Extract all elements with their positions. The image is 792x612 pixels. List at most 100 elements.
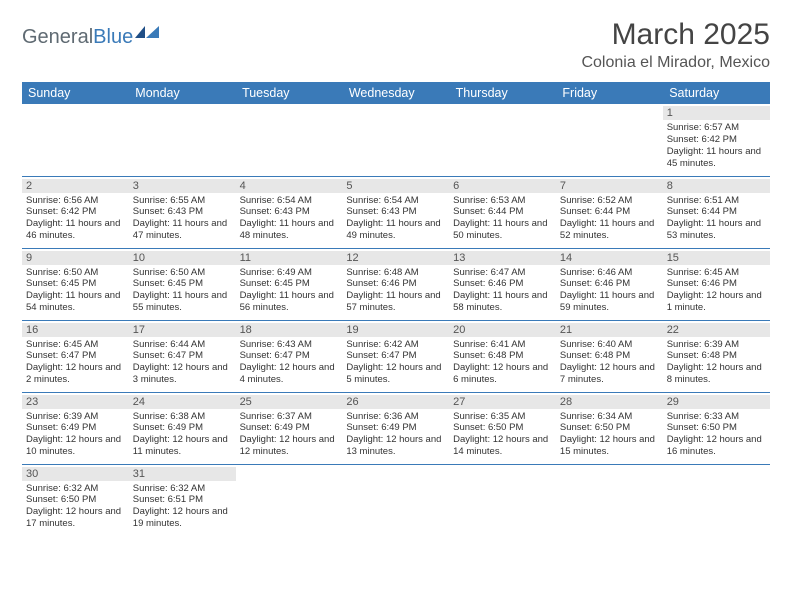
day-number: 29	[663, 395, 770, 409]
day-number: 30	[22, 467, 129, 481]
calendar-cell: 19Sunrise: 6:42 AMSunset: 6:47 PMDayligh…	[342, 320, 449, 392]
calendar-cell	[236, 104, 343, 176]
day-info: Sunrise: 6:43 AMSunset: 6:47 PMDaylight:…	[240, 339, 339, 387]
day-info: Sunrise: 6:41 AMSunset: 6:48 PMDaylight:…	[453, 339, 552, 387]
header: GeneralBlue March 2025 Colonia el Mirado…	[22, 18, 770, 72]
logo-text: GeneralBlue	[22, 26, 133, 49]
calendar-cell: 20 Sunrise: 6:41 AMSunset: 6:48 PMDayligh…	[449, 320, 556, 392]
day-info: Sunrise: 6:44 AMSunset: 6:47 PMDaylight:…	[133, 339, 232, 387]
day-info: Sunrise: 6:49 AMSunset: 6:45 PMDaylight:…	[240, 267, 339, 315]
calendar-cell: 11Sunrise: 6:49 AMSunset: 6:45 PMDayligh…	[236, 248, 343, 320]
calendar-cell	[236, 464, 343, 536]
day-info: Sunrise: 6:45 AMSunset: 6:46 PMDaylight:…	[667, 267, 766, 315]
page-subtitle: Colonia el Mirador, Mexico	[581, 54, 770, 72]
day-header: Wednesday	[342, 82, 449, 104]
calendar-cell: 27 Sunrise: 6:35 AMSunset: 6:50 PMDayligh…	[449, 392, 556, 464]
day-info: Sunrise: 6:52 AMSunset: 6:44 PMDaylight:…	[560, 195, 659, 243]
day-number: 17	[129, 323, 236, 337]
logo: GeneralBlue	[22, 24, 161, 50]
day-info: Sunrise: 6:38 AMSunset: 6:49 PMDaylight:…	[133, 411, 232, 459]
day-info: Sunrise: 6:39 AMSunset: 6:49 PMDaylight:…	[26, 411, 125, 459]
calendar-cell	[449, 464, 556, 536]
calendar-cell	[129, 104, 236, 176]
calendar-cell	[342, 104, 449, 176]
logo-word2: Blue	[93, 26, 133, 48]
day-number: 20	[449, 323, 556, 337]
day-number: 14	[556, 251, 663, 265]
calendar-cell: 3 Sunrise: 6:55 AMSunset: 6:43 PMDaylight…	[129, 176, 236, 248]
day-info: Sunrise: 6:50 AMSunset: 6:45 PMDaylight:…	[133, 267, 232, 315]
day-header: Saturday	[663, 82, 770, 104]
day-info: Sunrise: 6:34 AMSunset: 6:50 PMDaylight:…	[560, 411, 659, 459]
day-number: 2	[22, 179, 129, 193]
calendar-cell	[663, 464, 770, 536]
day-info: Sunrise: 6:32 AMSunset: 6:50 PMDaylight:…	[26, 483, 125, 531]
day-number: 16	[22, 323, 129, 337]
day-info: Sunrise: 6:40 AMSunset: 6:48 PMDaylight:…	[560, 339, 659, 387]
calendar-cell	[342, 464, 449, 536]
logo-word1: General	[22, 26, 93, 48]
day-number: 4	[236, 179, 343, 193]
day-info: Sunrise: 6:37 AMSunset: 6:49 PMDaylight:…	[240, 411, 339, 459]
calendar-body: 1 Sunrise: 6:57 AMSunset: 6:42 PMDaylight…	[22, 104, 770, 536]
day-number: 23	[22, 395, 129, 409]
calendar-cell: 1 Sunrise: 6:57 AMSunset: 6:42 PMDaylight…	[663, 104, 770, 176]
calendar-cell: 5 Sunrise: 6:54 AMSunset: 6:43 PMDaylight…	[342, 176, 449, 248]
day-header: Tuesday	[236, 82, 343, 104]
calendar-cell: 16 Sunrise: 6:45 AMSunset: 6:47 PMDayligh…	[22, 320, 129, 392]
calendar-cell: 23 Sunrise: 6:39 AMSunset: 6:49 PMDayligh…	[22, 392, 129, 464]
day-number: 9	[22, 251, 129, 265]
day-number: 28	[556, 395, 663, 409]
day-info: Sunrise: 6:54 AMSunset: 6:43 PMDaylight:…	[346, 195, 445, 243]
calendar-table: SundayMondayTuesdayWednesdayThursdayFrid…	[22, 82, 770, 536]
day-number: 21	[556, 323, 663, 337]
day-info: Sunrise: 6:33 AMSunset: 6:50 PMDaylight:…	[667, 411, 766, 459]
day-info: Sunrise: 6:46 AMSunset: 6:46 PMDaylight:…	[560, 267, 659, 315]
day-number: 19	[342, 323, 449, 337]
day-number: 18	[236, 323, 343, 337]
day-number: 26	[342, 395, 449, 409]
day-header: Friday	[556, 82, 663, 104]
calendar-row: 2 Sunrise: 6:56 AMSunset: 6:42 PMDaylight…	[22, 176, 770, 248]
day-info: Sunrise: 6:39 AMSunset: 6:48 PMDaylight:…	[667, 339, 766, 387]
day-number: 5	[342, 179, 449, 193]
calendar-cell	[22, 104, 129, 176]
calendar-cell: 25Sunrise: 6:37 AMSunset: 6:49 PMDayligh…	[236, 392, 343, 464]
day-number: 7	[556, 179, 663, 193]
day-info: Sunrise: 6:35 AMSunset: 6:50 PMDaylight:…	[453, 411, 552, 459]
calendar-cell: 28 Sunrise: 6:34 AMSunset: 6:50 PMDayligh…	[556, 392, 663, 464]
calendar-row: 1 Sunrise: 6:57 AMSunset: 6:42 PMDaylight…	[22, 104, 770, 176]
calendar-cell	[449, 104, 556, 176]
calendar-row: 23 Sunrise: 6:39 AMSunset: 6:49 PMDayligh…	[22, 392, 770, 464]
day-info: Sunrise: 6:53 AMSunset: 6:44 PMDaylight:…	[453, 195, 552, 243]
day-number: 12	[342, 251, 449, 265]
calendar-cell: 10Sunrise: 6:50 AMSunset: 6:45 PMDayligh…	[129, 248, 236, 320]
day-number: 27	[449, 395, 556, 409]
day-header-row: SundayMondayTuesdayWednesdayThursdayFrid…	[22, 82, 770, 104]
day-number: 22	[663, 323, 770, 337]
day-info: Sunrise: 6:32 AMSunset: 6:51 PMDaylight:…	[133, 483, 232, 531]
calendar-cell	[556, 104, 663, 176]
day-number: 15	[663, 251, 770, 265]
calendar-cell: 2 Sunrise: 6:56 AMSunset: 6:42 PMDaylight…	[22, 176, 129, 248]
calendar-row: 9 Sunrise: 6:50 AMSunset: 6:45 PMDaylight…	[22, 248, 770, 320]
day-number: 1	[663, 106, 770, 120]
day-number: 3	[129, 179, 236, 193]
day-info: Sunrise: 6:36 AMSunset: 6:49 PMDaylight:…	[346, 411, 445, 459]
title-block: March 2025 Colonia el Mirador, Mexico	[581, 18, 770, 72]
day-info: Sunrise: 6:48 AMSunset: 6:46 PMDaylight:…	[346, 267, 445, 315]
calendar-cell: 21 Sunrise: 6:40 AMSunset: 6:48 PMDayligh…	[556, 320, 663, 392]
day-info: Sunrise: 6:45 AMSunset: 6:47 PMDaylight:…	[26, 339, 125, 387]
calendar-row: 16 Sunrise: 6:45 AMSunset: 6:47 PMDayligh…	[22, 320, 770, 392]
day-info: Sunrise: 6:50 AMSunset: 6:45 PMDaylight:…	[26, 267, 125, 315]
day-header: Monday	[129, 82, 236, 104]
calendar-row: 30 Sunrise: 6:32 AMSunset: 6:50 PMDayligh…	[22, 464, 770, 536]
day-header: Thursday	[449, 82, 556, 104]
calendar-cell: 13Sunrise: 6:47 AMSunset: 6:46 PMDayligh…	[449, 248, 556, 320]
calendar-cell: 4Sunrise: 6:54 AMSunset: 6:43 PMDaylight…	[236, 176, 343, 248]
calendar-cell: 29 Sunrise: 6:33 AMSunset: 6:50 PMDayligh…	[663, 392, 770, 464]
day-header: Sunday	[22, 82, 129, 104]
day-info: Sunrise: 6:56 AMSunset: 6:42 PMDaylight:…	[26, 195, 125, 243]
day-info: Sunrise: 6:55 AMSunset: 6:43 PMDaylight:…	[133, 195, 232, 243]
day-info: Sunrise: 6:57 AMSunset: 6:42 PMDaylight:…	[667, 122, 766, 170]
